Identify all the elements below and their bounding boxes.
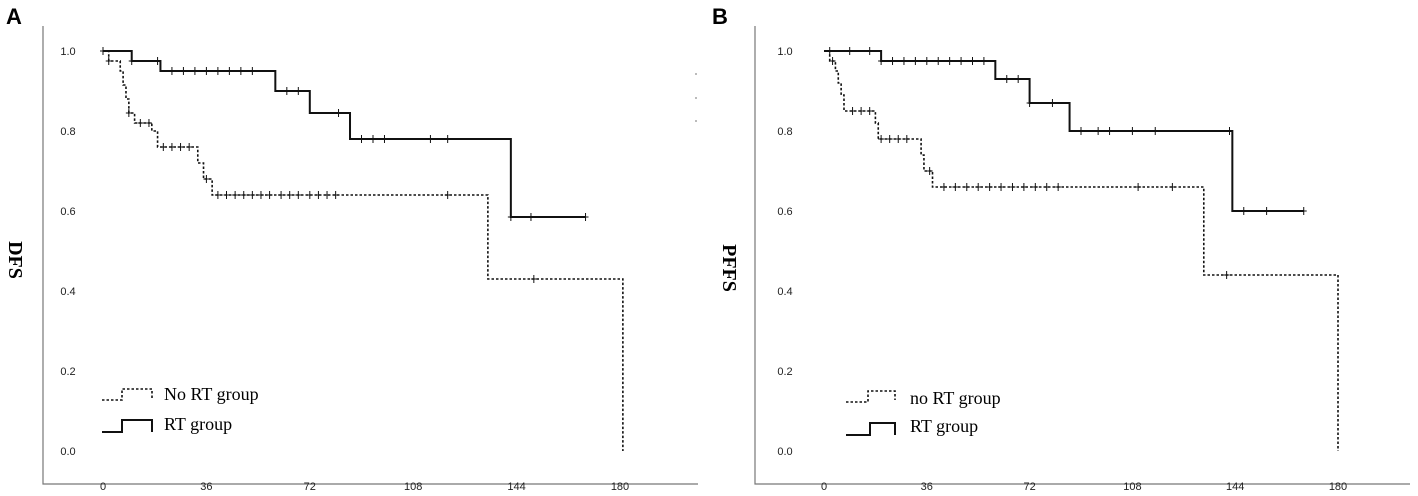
panel-a-axes [42,26,698,485]
x-tick-label: 0 [821,481,827,493]
legend-label-no-rt: No RT group [164,384,259,404]
y-tick-label: 0.0 [777,446,792,458]
panel-b-letter: B [712,4,728,29]
legend-label-rt: RT group [910,416,978,436]
y-tick-label: 0.2 [777,366,792,378]
x-tick-label: 0 [100,481,106,493]
panel-a-legend: No RT group RT group [102,384,259,434]
y-tick-label: 0.8 [777,126,792,138]
legend-label-no-rt: no RT group [910,388,1001,408]
panel-a-letter: A [6,4,22,29]
x-tick-label: 72 [304,481,316,493]
x-tick-label: 144 [507,481,525,493]
panel-b: B PFFS 0.00.20.40.60.81.00 36 72 108 144 180 … [712,4,1410,493]
no-rt-group-survival-curve [824,50,1339,451]
y-tick-label: 0.6 [60,206,75,218]
axis-frame [42,26,698,485]
legend-label-rt: RT group [164,414,232,434]
x-tick-label: 108 [1123,481,1141,493]
panel-a-curves [100,47,624,451]
x-tick-label: 36 [200,481,212,493]
legend-solid-swatch [102,419,153,433]
y-tick-label: 1.0 [777,46,792,58]
x-tick-label: 36 [921,481,933,493]
panel-b-y-axis-label: PFFS [718,244,740,292]
y-tick-label: 0.4 [777,286,792,298]
x-tick-label: 180 [611,481,629,493]
x-tick-label: 144 [1226,481,1244,493]
panel-b-axes [754,26,1410,485]
x-tick-label: 180 [1329,481,1347,493]
axis-frame [754,26,1410,485]
panel-a-y-axis-label: DFS [4,241,26,279]
y-tick-label: 0.0 [60,446,75,458]
y-tick-label: 0.2 [60,366,75,378]
legend-dashed-swatch [846,390,896,403]
y-tick-label: 0.4 [60,286,75,298]
y-tick-label: 0.6 [777,206,792,218]
panel-b-ticks: 0.0 0.2 0.4 0.6 0.8 1.0 0 36 72 108 144 180 [777,46,1347,493]
panel-b-legend: no RT group RT group [846,388,1001,436]
rt-group-survival-curve [103,50,586,218]
panel-a: A DFS 0.0 0.2 0.4 0.6 0.8 1.0 0 36 72 108 144 180 N… [4,4,698,493]
panel-b-curves [824,47,1339,451]
legend-solid-swatch [846,422,896,436]
y-tick-label: 0.8 [60,126,75,138]
no-rt-group-survival-curve [103,50,624,451]
y-tick-label: 1.0 [60,46,75,58]
panel-a-ticks: 0.0 0.2 0.4 0.6 0.8 1.0 0 36 72 108 144 180 [60,46,629,493]
x-tick-label: 108 [404,481,422,493]
legend-dashed-swatch [102,388,153,401]
x-tick-label: 72 [1023,481,1035,493]
